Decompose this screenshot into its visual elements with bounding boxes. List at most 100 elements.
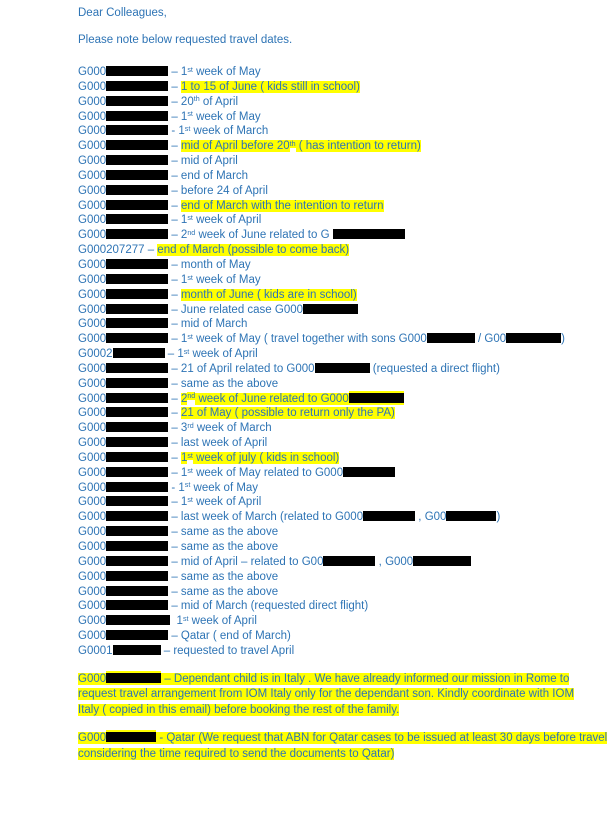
redaction-bar xyxy=(106,732,157,743)
case-entry: G000207277 – end of March (possible to c… xyxy=(78,243,591,258)
text-segment: G000 xyxy=(78,214,107,227)
text-segment: G000 xyxy=(78,392,107,405)
text-segment: G000 xyxy=(78,615,107,628)
text-segment: – 1 xyxy=(168,333,188,346)
case-entry: G000 – last week of April xyxy=(78,436,591,451)
redaction-bar xyxy=(106,169,169,180)
highlighted-text: end of March (possible to come back) xyxy=(157,244,350,257)
highlighted-text: G000 xyxy=(78,672,107,685)
case-entry: G000 1st week of April xyxy=(78,614,591,629)
redaction-bar xyxy=(106,318,169,329)
highlighted-text: week of july ( kids in school) xyxy=(192,451,340,464)
case-entry: G000 – 1 to 15 of June ( kids still in s… xyxy=(78,80,591,95)
redaction-bar xyxy=(106,303,169,314)
redaction-bar xyxy=(343,466,396,477)
text-segment: – same as the above xyxy=(168,585,279,598)
redaction-bar xyxy=(106,66,169,76)
highlighted-text: week of June related to G000 xyxy=(195,392,349,405)
text-segment: – 2 xyxy=(168,229,188,242)
case-entry: G000 - 1st week of May xyxy=(78,481,591,496)
text-segment: G000 xyxy=(78,466,107,479)
redaction-bar xyxy=(106,630,169,641)
note-paragraph: G000 – Dependant child is in Italy . We … xyxy=(78,672,591,719)
superscript-ordinal: st xyxy=(187,332,193,341)
case-entry: G000 – 21 of May ( possible to return on… xyxy=(78,406,591,421)
highlighted-text: considering the time required to send th… xyxy=(78,747,395,760)
case-entry: G000 – 1st week of April xyxy=(78,495,591,510)
redaction-bar xyxy=(106,526,169,537)
superscript-ordinal: th xyxy=(193,95,200,104)
redaction-bar xyxy=(106,600,169,611)
text-segment: – June related case G000 xyxy=(168,303,304,316)
text-segment: G000 xyxy=(78,362,107,375)
redaction-bar xyxy=(106,362,169,373)
text-segment: week of April xyxy=(189,348,258,361)
text-segment: – 3 xyxy=(168,422,188,435)
redaction-bar xyxy=(314,362,370,373)
text-segment: – mid of March xyxy=(168,318,248,331)
text-segment: G000 xyxy=(78,451,107,464)
text-segment: 1 xyxy=(170,615,183,628)
note-paragraph-line: Italy ( copied in this email) before boo… xyxy=(78,703,591,719)
case-entry: G000 – 1st week of May xyxy=(78,110,591,125)
text-segment: – same as the above xyxy=(168,377,279,390)
text-segment: G0002 xyxy=(78,348,113,361)
text-segment: week of May ( travel together with sons … xyxy=(192,333,427,346)
text-segment: – xyxy=(168,407,181,420)
note-paragraph-line: G000 - Qatar (We request that ABN for Qa… xyxy=(78,731,608,747)
text-segment: G000 xyxy=(78,184,107,197)
text-segment: week of April xyxy=(192,214,262,227)
text-segment: week of May related to G000 xyxy=(192,466,344,479)
highlighted-text: Italy ( copied in this email) before boo… xyxy=(78,703,400,716)
text-segment: G000 xyxy=(78,333,107,346)
redaction-bar xyxy=(106,199,169,210)
text-segment: G000 xyxy=(78,318,107,331)
superscript-ordinal: st xyxy=(182,615,189,624)
text-segment: – 1 xyxy=(168,496,188,509)
redaction-bar xyxy=(112,348,165,359)
case-entry: G000 – Qatar ( end of March) xyxy=(78,629,591,644)
text-segment: G000 xyxy=(78,630,107,643)
case-entry: G000 – 1st week of May ( travel together… xyxy=(78,332,591,347)
text-segment: G000 xyxy=(78,511,107,524)
text-segment: – xyxy=(168,451,181,464)
case-entry: G000 – same as the above xyxy=(78,540,591,555)
redaction-bar xyxy=(106,125,169,136)
text-segment: G000 xyxy=(78,288,107,301)
text-segment: G000 xyxy=(78,555,107,568)
redaction-bar xyxy=(106,214,169,225)
text-segment: – xyxy=(168,140,181,153)
text-segment: week of June related to G xyxy=(195,229,333,242)
case-entry: G000 – 1st week of May xyxy=(78,65,591,80)
text-segment: – 1 xyxy=(168,466,188,479)
redaction-bar xyxy=(106,481,169,492)
redaction-bar xyxy=(106,95,169,106)
text-segment: G000 xyxy=(78,526,107,539)
redaction-bar xyxy=(106,615,171,626)
text-segment: - 1 xyxy=(168,125,185,138)
case-entry: G000 – 1st week of May xyxy=(78,273,591,288)
text-segment: – 1 xyxy=(168,110,188,123)
text-segment: G000 xyxy=(78,140,107,153)
text-segment: – Qatar ( end of March) xyxy=(168,630,291,643)
text-segment: – last week of April xyxy=(168,437,268,450)
highlighted-text: mid of April before 20 xyxy=(180,140,290,153)
text-segment: ) xyxy=(496,511,501,524)
redaction-bar xyxy=(106,511,169,522)
text-segment: G000 xyxy=(78,199,107,212)
redaction-bar xyxy=(506,333,562,344)
redaction-bar xyxy=(106,466,169,477)
text-segment: (requested a direct flight) xyxy=(369,362,500,375)
text-segment: week of April xyxy=(188,615,257,628)
highlighted-text: 21 of May ( possible to return only the … xyxy=(180,407,395,420)
text-segment: – end of March xyxy=(168,169,249,182)
text-segment: G000 xyxy=(78,95,107,108)
highlighted-text: end of March with the intention to retur… xyxy=(180,199,384,212)
case-entry: G000 – month of June ( kids are in schoo… xyxy=(78,288,591,303)
case-entry: G000 – last week of March (related to G0… xyxy=(78,510,591,525)
case-entry: G000 – 20th of April xyxy=(78,95,591,110)
text-segment: G000 xyxy=(78,585,107,598)
text-segment: – requested to travel April xyxy=(160,644,295,657)
text-segment: of April xyxy=(199,95,239,108)
